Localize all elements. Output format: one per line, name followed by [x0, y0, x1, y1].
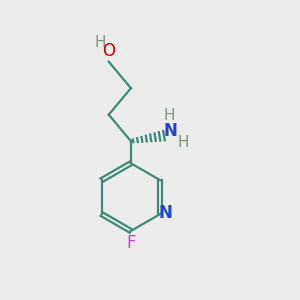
Text: H: H [94, 35, 106, 50]
Text: H: H [164, 108, 175, 123]
Text: N: N [158, 204, 172, 222]
Text: H: H [177, 134, 189, 149]
Text: O: O [102, 42, 115, 60]
Text: N: N [164, 122, 178, 140]
Text: F: F [126, 234, 136, 252]
